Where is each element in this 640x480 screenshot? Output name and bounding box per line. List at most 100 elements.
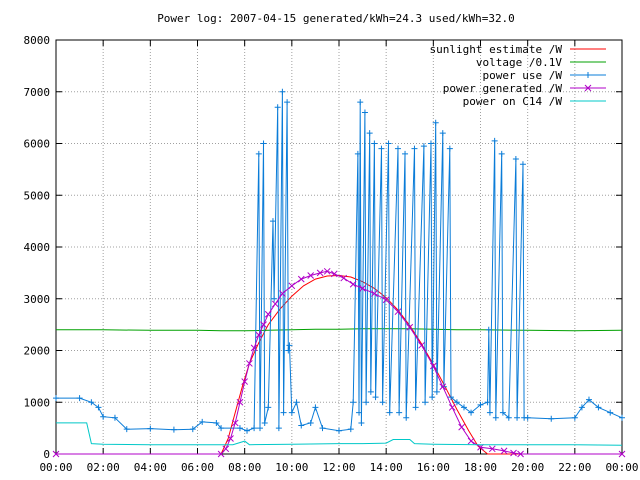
data-point-plus [499,409,506,416]
data-point-plus [88,399,95,406]
data-point-plus [585,396,592,403]
y-tick-label: 0 [43,448,50,461]
data-point-plus [358,419,365,426]
data-point-cross [264,310,272,318]
data-point-cross [448,404,456,411]
data-point-plus [403,414,410,421]
data-point-plus [402,150,409,157]
data-point-cross [250,344,258,352]
data-point-plus [371,140,378,147]
data-point-plus [76,395,83,402]
data-point-cross [297,275,305,283]
data-point-plus [350,399,357,406]
data-point-plus [361,109,368,116]
data-point-plus [260,140,267,147]
data-point-plus [275,425,282,432]
data-point-plus [411,145,418,152]
data-point-plus [213,419,220,426]
data-point-cross [316,269,324,277]
data-point-plus [578,404,585,411]
data-point-cross [418,341,425,349]
legend-label: power generated /W [443,82,563,95]
data-point-cross [260,321,267,328]
x-tick-label: 18:00 [464,461,497,474]
data-point-plus [394,145,401,152]
x-tick-label: 06:00 [181,461,214,474]
data-point-plus [453,399,460,406]
data-point-plus [386,409,393,416]
data-point-plus [347,426,354,433]
data-point-plus [236,425,243,432]
data-point-cross [517,450,524,458]
data-point-plus [429,394,436,401]
chart-title: Power log: 2007-04-15 generated/kWh=24.3… [157,12,515,25]
data-point-plus [147,425,154,432]
data-point-plus [492,414,499,421]
data-point-cross [500,447,508,455]
data-point-plus [286,342,293,349]
x-tick-label: 14:00 [370,461,403,474]
y-tick-label: 2000 [24,345,51,358]
data-point-plus [396,409,403,416]
data-point-cross [394,308,402,316]
series-1 [56,328,623,332]
legend-label: voltage /0.1V [476,56,562,69]
series-2 [53,88,625,434]
data-point-cross [467,437,475,445]
x-tick-label: 10:00 [275,461,308,474]
data-point-plus [619,414,625,421]
data-point-plus [123,426,130,433]
y-tick-label: 8000 [24,34,51,47]
x-tick-label: 22:00 [558,461,591,474]
data-point-plus [111,414,118,421]
data-point-plus [366,130,373,137]
data-point-plus [312,404,319,411]
data-point-plus [379,399,386,406]
legend-marker [585,72,591,78]
data-point-plus [285,347,292,354]
data-point-plus [486,409,493,416]
data-point-plus [422,399,429,406]
data-point-plus [468,409,475,416]
x-tick-label: 02:00 [87,461,120,474]
data-point-plus [484,399,491,406]
data-point-cross [349,280,357,288]
data-point-plus [356,409,363,416]
data-point-plus [427,140,434,147]
data-point-plus [357,99,364,106]
data-point-plus [255,150,262,157]
data-point-plus [446,145,453,152]
data-point-plus [261,419,268,426]
data-point-plus [524,414,531,421]
x-tick-label: 16:00 [417,461,450,474]
series-group [52,88,626,458]
data-point-cross [52,450,60,458]
data-point-plus [433,388,440,395]
data-point-plus [199,418,206,425]
data-point-cross [231,419,239,427]
data-point-cross [288,282,296,290]
data-point-cross [236,398,244,406]
y-tick-label: 4000 [24,241,51,254]
data-point-cross [359,285,366,292]
data-point-plus [271,295,278,302]
data-point-plus [548,415,555,422]
data-point-plus [505,414,512,421]
data-point-plus [218,425,225,432]
data-point-cross [307,272,315,279]
data-point-plus [307,419,314,426]
data-point-plus [607,409,614,416]
data-point-plus [378,145,385,152]
data-point-plus [53,395,59,402]
data-point-plus [256,425,263,432]
data-point-cross [246,360,253,367]
data-point-plus [251,425,258,432]
y-tick-label: 7000 [24,86,51,99]
data-point-cross [429,362,437,370]
data-point-plus [284,99,291,106]
data-point-plus [95,404,102,411]
x-tick-label: 08:00 [228,461,261,474]
